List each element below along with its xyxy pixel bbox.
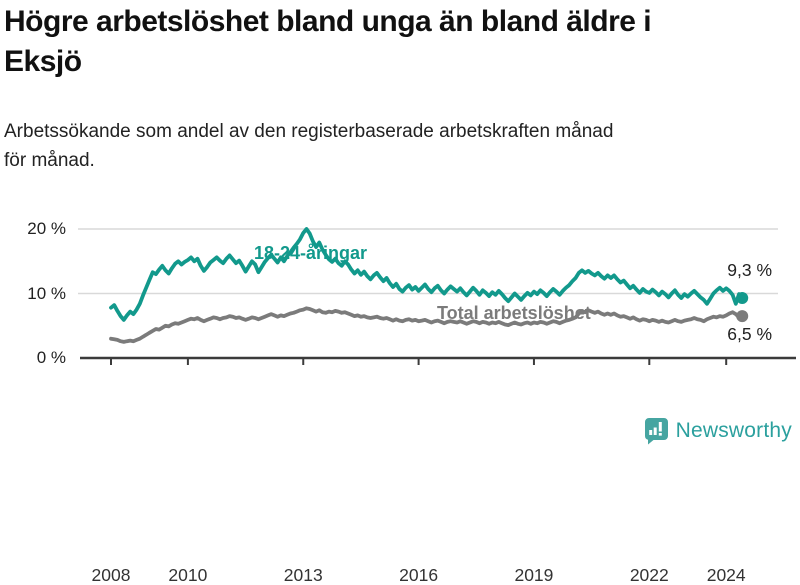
logo-bar-1 [648,430,652,435]
series-label-total: Total arbetslöshet [437,303,591,323]
page-title: Högre arbetslöshet bland unga än bland ä… [4,2,796,82]
x-tick-label-2024: 2024 [706,565,746,585]
chart-subtitle: Arbetssökande som andel av den registerb… [4,117,796,175]
logo-exclamation-bar [658,422,662,432]
series-lines [109,227,749,344]
newsworthy-logo: Newsworthy [644,417,792,445]
x-tick-label-2016: 2016 [399,565,439,585]
x-tick-label-2008: 2008 [91,565,131,585]
unemployment-line-chart: 20 % 10 % 0 % 2008 2010 2013 2016 2019 2022 2024 [0,200,800,585]
x-tick-label-2010: 2010 [168,565,208,585]
x-tick-label-2019: 2019 [514,565,554,585]
x-tick-label-2022: 2022 [629,565,669,585]
page-title-line2: Eksjö [4,45,82,78]
y-tick-label-20: 20 % [27,219,66,238]
line-youth-18-24 [109,227,745,322]
end-value-total: 6,5 % [727,324,772,344]
page-title-line1: Högre arbetslöshet bland unga än bland ä… [4,5,652,38]
chart-subtitle-line2: för månad. [4,150,95,171]
end-dot-youth-18-24 [736,292,749,304]
logo-exclamation-dot [658,433,662,436]
y-tick-label-0: 0 % [36,348,66,367]
newsworthy-bubble-chart-icon [644,418,668,445]
newsworthy-wordmark: Newsworthy [675,419,792,442]
x-tick-label-2013: 2013 [283,565,323,585]
y-tick-label-10: 10 % [27,283,66,303]
end-value-18-24: 9,3 % [727,260,772,280]
line-total [109,306,745,344]
chart-canvas [78,227,796,365]
x-axis-ticks [110,358,728,365]
series-label-18-24: 18-24-åringar [254,243,368,263]
chart-subtitle-line1: Arbetssökande som andel av den registerb… [4,121,614,142]
logo-bar-2 [653,427,657,435]
end-dot-total [736,310,749,323]
